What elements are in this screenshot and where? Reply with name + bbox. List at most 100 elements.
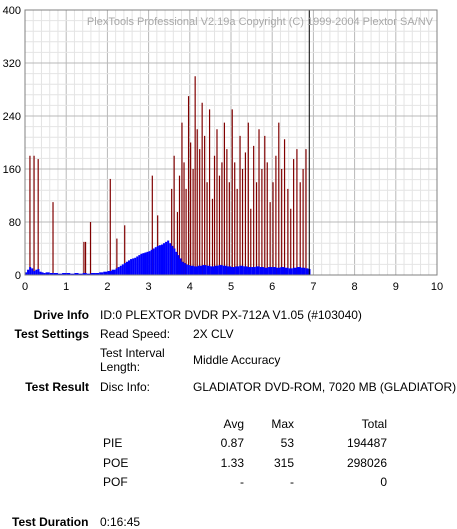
- pie-bar: [288, 268, 293, 275]
- pie-bar: [173, 248, 176, 275]
- pie-bar: [276, 267, 281, 275]
- pie-bar: [31, 268, 34, 275]
- pie-bar: [121, 264, 124, 275]
- stats-row-total: 298026: [346, 456, 387, 470]
- pie-bar: [123, 263, 126, 275]
- x-tick-label: 8: [352, 281, 358, 293]
- pie-bar: [146, 251, 149, 275]
- stats-row-avg: 0.87: [220, 436, 244, 450]
- pie-bar: [107, 271, 112, 275]
- test-duration-label: Test Duration: [12, 515, 89, 529]
- pie-bar: [49, 273, 54, 275]
- pie-bar: [243, 266, 248, 275]
- pie-bar: [136, 256, 139, 275]
- pie-bar: [90, 273, 96, 275]
- pie-bar: [235, 266, 240, 275]
- pie-bar: [132, 258, 135, 275]
- pie-bar: [140, 253, 143, 275]
- pie-bar: [251, 267, 256, 275]
- pie-bar: [255, 266, 260, 275]
- disc-info-value: GLADIATOR DVD-ROM, 7020 MB (GLADIATOR): [193, 380, 457, 394]
- test-result-label: Test Result: [25, 380, 89, 394]
- pie-bar: [117, 267, 120, 275]
- pie-bar: [138, 255, 141, 275]
- pie-bar: [43, 273, 46, 275]
- pie-bar: [202, 265, 207, 275]
- pie-bar: [119, 265, 122, 275]
- test-settings-label: Test Settings: [14, 327, 89, 341]
- pie-bar: [296, 267, 302, 275]
- pie-bar: [165, 241, 168, 275]
- x-tick-label: 7: [310, 281, 316, 293]
- pie-bar: [74, 273, 79, 275]
- pie-bar: [301, 267, 306, 275]
- pie-bar: [181, 261, 184, 275]
- pie-bar: [53, 273, 58, 275]
- pie-bar: [154, 247, 157, 275]
- pie-bar: [177, 255, 180, 275]
- test-interval-value: Middle Accuracy: [193, 353, 281, 367]
- stats-header-max: Max: [271, 417, 294, 431]
- pie-bar: [239, 265, 244, 275]
- disc-info-label: Disc Info:: [100, 380, 151, 394]
- y-tick-label: 0: [15, 270, 21, 282]
- pie-bar: [198, 265, 203, 275]
- pie-bar: [82, 273, 87, 275]
- x-tick-label: 9: [393, 281, 399, 293]
- x-tick-label: 5: [228, 281, 234, 293]
- stats-row-avg: 1.33: [220, 456, 244, 470]
- y-tick-label: 320: [3, 58, 21, 70]
- pie-bar: [167, 240, 170, 275]
- stats-header-total: Total: [361, 417, 387, 431]
- pie-bar: [33, 271, 36, 275]
- x-tick-label: 3: [146, 281, 152, 293]
- watermark: PlexTools Professional V2.19a Copyright …: [87, 16, 434, 28]
- test-duration-value: 0:16:45: [100, 515, 141, 529]
- pie-bar: [150, 249, 153, 275]
- pie-bar: [148, 251, 151, 275]
- pie-bar: [214, 265, 219, 275]
- pie-bar: [37, 269, 40, 275]
- pie-bar: [160, 244, 164, 275]
- chart: PlexTools Professional V2.19a Copyright …: [3, 5, 443, 293]
- x-tick-label: 10: [431, 281, 443, 293]
- pie-bar: [62, 273, 67, 275]
- y-axis-ticks: 0 80 160 240 320 400: [3, 5, 21, 282]
- pie-bar: [268, 267, 273, 275]
- pie-bar: [171, 245, 174, 275]
- pie-bar: [86, 273, 91, 275]
- pie-bar: [231, 267, 236, 275]
- pie-bar: [103, 271, 108, 275]
- x-axis-ticks: 0 1 2 3 4 5 6 7 8 9 10: [22, 281, 443, 293]
- stats-row-max: 53: [280, 436, 294, 450]
- drive-info-label: Drive Info: [33, 308, 89, 322]
- pie-bar: [41, 272, 44, 275]
- pie-bar: [169, 243, 172, 275]
- pie-bar: [183, 263, 186, 275]
- pie-bar: [66, 273, 71, 275]
- pie-bar: [187, 265, 190, 275]
- pie-bar: [78, 273, 83, 275]
- pie-bar: [35, 269, 38, 275]
- pie-bar: [130, 259, 133, 275]
- stats-row-name: PIE: [103, 436, 123, 450]
- pie-bar: [272, 267, 277, 275]
- x-tick-label: 2: [104, 281, 110, 293]
- read-speed-value: 2X CLV: [193, 327, 234, 341]
- pie-bar: [29, 267, 32, 275]
- stats-row-max: 315: [273, 456, 294, 470]
- pie-bar: [158, 245, 161, 275]
- read-speed-label: Read Speed:: [100, 327, 171, 341]
- pie-bar: [189, 265, 194, 275]
- x-tick-label: 6: [269, 281, 275, 293]
- stats-row-total: 0: [380, 475, 387, 489]
- test-interval-label-line2: Length:: [100, 360, 141, 374]
- pie-bar: [175, 251, 178, 275]
- pie-bar: [226, 266, 231, 275]
- y-tick-label: 160: [3, 164, 21, 176]
- pie-bar: [193, 266, 199, 275]
- stats-row-total: 194487: [346, 436, 387, 450]
- pie-bar: [134, 257, 137, 275]
- pie-bar: [218, 265, 223, 275]
- pie-bar: [115, 268, 118, 275]
